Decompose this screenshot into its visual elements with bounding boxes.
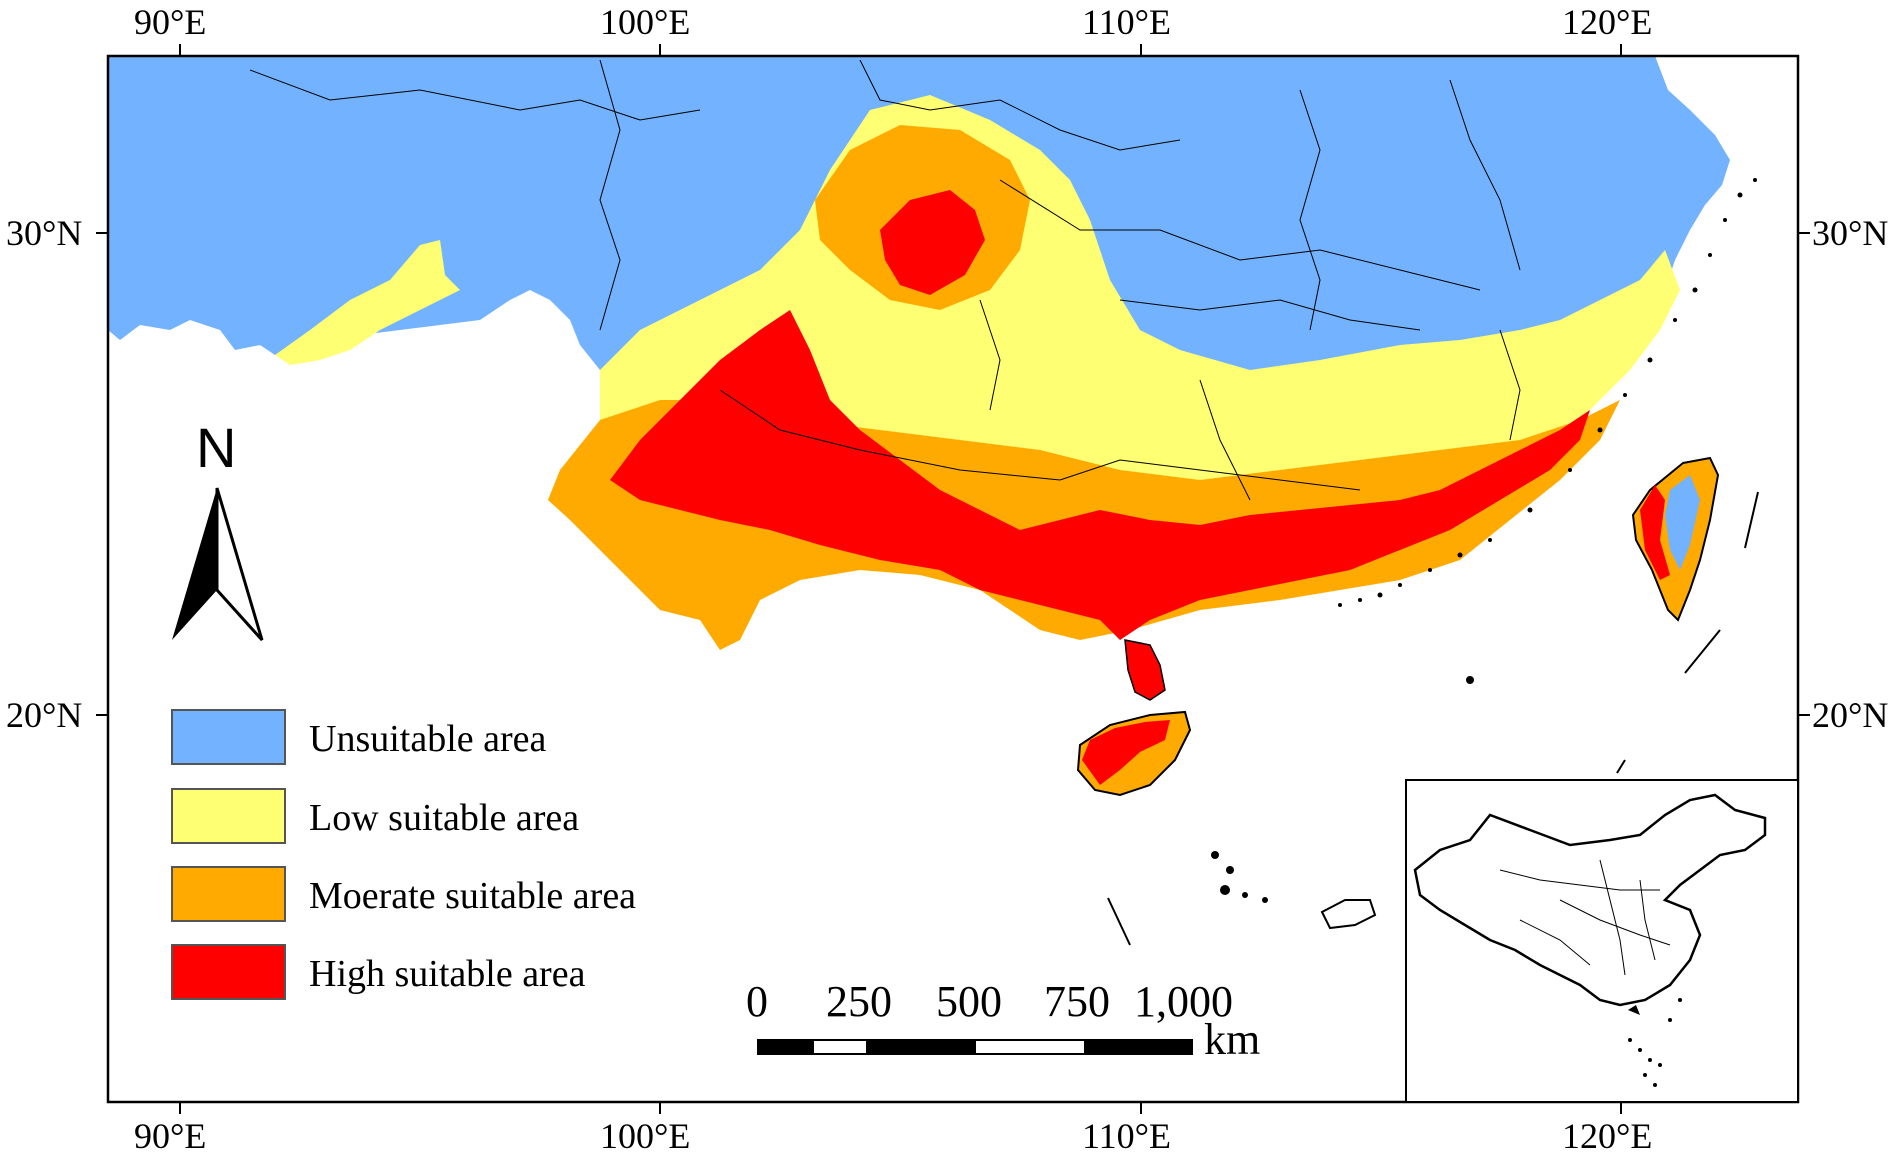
coastal-islands [1211, 178, 1757, 903]
high-suitable-area-region [880, 190, 985, 295]
leizhou-peninsula [1124, 639, 1166, 701]
scale-bar-tick-label: 750 [1044, 977, 1110, 1026]
lon-label-top: 90°E [134, 2, 207, 42]
lon-label-bottom: 100°E [600, 1116, 691, 1156]
graticule-ticks [96, 44, 1810, 1114]
lon-label-bottom: 110°E [1082, 1116, 1172, 1156]
lat-label-right: 20°N [1812, 695, 1889, 735]
scale-bar-tick-label: 0 [746, 977, 768, 1026]
taiwan-high-area [1640, 485, 1670, 580]
scale-bar-tick-label: 1,000 [1134, 977, 1233, 1026]
scale-bar-tick-label: 250 [826, 977, 892, 1026]
lon-label-bottom: 120°E [1562, 1116, 1653, 1156]
lat-label-left: 20°N [6, 695, 83, 735]
suitability-map-layers [108, 56, 1759, 946]
high-suitable-area-region [610, 310, 1590, 640]
lon-label-bottom: 90°E [134, 1116, 207, 1156]
legend-swatch-low [171, 788, 286, 844]
lon-label-top: 110°E [1082, 2, 1172, 42]
north-arrow-icon [172, 487, 264, 642]
east-dashline [1616, 491, 1759, 774]
legend-label: Moerate suitable area [309, 875, 637, 917]
scale-bar-graphic [757, 1039, 1193, 1055]
province-boundaries [249, 59, 1521, 501]
legend-label: Unsuitable area [309, 718, 547, 760]
lat-label-left: 30°N [6, 213, 83, 253]
lat-label-right: 30°N [1812, 213, 1889, 253]
legend-swatch-high [171, 944, 286, 1000]
legend-label: Low suitable area [309, 797, 580, 839]
lon-label-top: 100°E [600, 2, 691, 42]
scale-bar-unit: km [1204, 1015, 1261, 1064]
low-suitable-area-region [275, 240, 460, 365]
legend-swatch-unsuitable [171, 709, 286, 765]
taiwan-unsuitable-area [1665, 475, 1700, 570]
hainan-high-area [1082, 720, 1170, 785]
map-frame [106, 54, 1800, 1104]
legend-label: High suitable area [309, 953, 586, 995]
south-sea-islands [1320, 899, 1377, 930]
china-inset-map-icon [1405, 779, 1799, 1103]
scale-bar-tick-label: 500 [936, 977, 1002, 1026]
lon-label-top: 120°E [1562, 2, 1653, 42]
south-sea-dashline [1107, 897, 1131, 946]
legend-swatch-moderate [171, 866, 286, 922]
north-arrow-label: N [196, 416, 237, 479]
